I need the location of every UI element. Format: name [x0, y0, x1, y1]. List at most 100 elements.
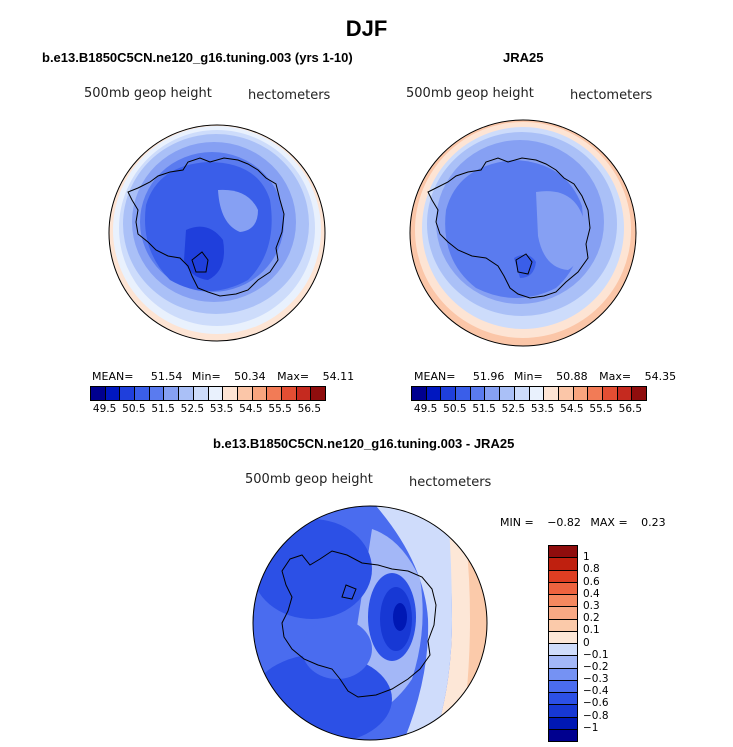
panel1-colorbar-swatch	[207, 387, 223, 400]
panel2-tick: 53.5	[530, 403, 555, 415]
panel2-map-border	[409, 119, 637, 347]
diff-colorbar-swatch	[549, 655, 577, 668]
diff-colorbar	[548, 545, 578, 742]
diff-tick: 0.6	[583, 575, 600, 588]
panel2-mean-value: 51.96	[472, 370, 505, 383]
panel2-colorbar-swatch	[587, 387, 602, 400]
diff-tick: −0.2	[583, 660, 609, 673]
panel1-colorbar-swatch	[295, 387, 311, 400]
panel2-tick: 54.5	[560, 403, 584, 415]
panel2-colorbar-swatch	[469, 387, 485, 400]
diff-max-value: 0.23	[641, 516, 666, 529]
panel2-polar-map	[409, 119, 637, 347]
panel2-colorbar-swatch	[543, 387, 558, 400]
panel2-colorbar-swatch	[440, 387, 456, 400]
panel1-tick: 52.5	[180, 403, 205, 415]
panel1-colorbar-swatch	[310, 387, 325, 400]
panel1-max-label: Max=	[277, 370, 310, 383]
diff-colorbar-swatch	[549, 618, 577, 631]
panel2-colorbar-swatch	[455, 387, 470, 400]
panel2-field-highblob	[536, 191, 585, 270]
panel1-tick: 56.5	[297, 403, 322, 415]
diff-coastline	[281, 550, 437, 698]
panel1-tick: 51.5	[151, 403, 175, 415]
diff-tick: −0.6	[583, 697, 609, 710]
panel1-field-highblob	[218, 189, 258, 232]
diff-field-east-low-core	[393, 603, 407, 631]
diff-colorbar-swatch	[549, 557, 577, 570]
diff-colorbar-swatch	[549, 716, 577, 729]
figure-title: DJF	[345, 16, 388, 41]
diff-colorbar-swatch	[549, 728, 577, 741]
panel1-colorbar-swatch	[266, 387, 281, 400]
diff-tick: 0.4	[583, 587, 600, 600]
panel1-mean-label: MEAN=	[92, 370, 134, 383]
panel1-tick: 55.5	[268, 403, 292, 415]
panel2-colorbar-swatch	[499, 387, 514, 400]
panel1-max-value: 54.11	[322, 370, 355, 383]
diff-colorbar-swatch	[549, 704, 577, 717]
panel2-colorbar-swatch	[557, 387, 573, 400]
panel2-colorbar-swatch	[631, 387, 646, 400]
panel1-tick: 50.5	[122, 403, 146, 415]
diff-tick: 1	[583, 551, 590, 564]
diff-min-value: −0.82	[547, 516, 581, 529]
panel2-colorbar-swatch	[484, 387, 500, 400]
diff-colorbar-swatch	[549, 667, 577, 680]
panel2-coastline	[427, 157, 591, 299]
diff-colorbar-swatch	[549, 594, 577, 607]
panel1-colorbar-swatch	[91, 387, 105, 400]
diff-tick: −0.3	[583, 673, 609, 686]
panel2-colorbar-swatch	[528, 387, 544, 400]
panel1-min-label: Min=	[191, 370, 221, 383]
diff-colorbar-swatch	[549, 630, 577, 643]
panel1-map-border	[108, 124, 326, 342]
panel2-max-label: Max=	[599, 370, 632, 383]
panel1-colorbar-swatch	[192, 387, 208, 400]
diff-variable-label: 500mb geop height	[245, 472, 373, 487]
panel1-mean-value: 51.54	[150, 370, 183, 383]
panel2-colorbar-swatch	[572, 387, 588, 400]
diff-colorbar-swatch	[549, 581, 577, 594]
diff-title: b.e13.B1850C5CN.ne120_g16.tuning.003 - J…	[213, 436, 515, 451]
panel2-tick: 56.5	[618, 403, 643, 415]
diff-field-west-strong	[253, 519, 372, 619]
panel1-title: b.e13.B1850C5CN.ne120_g16.tuning.003 (yr…	[42, 50, 353, 65]
panel2-colorbar-swatch	[616, 387, 632, 400]
diff-field-inland-weak	[302, 619, 372, 679]
panel1-colorbar-swatch	[222, 387, 237, 400]
diff-map-border	[252, 505, 488, 741]
diff-tick: 0.2	[583, 612, 600, 625]
panel2-min-value: 50.88	[556, 370, 588, 383]
panel1-colorbar-swatch	[280, 387, 296, 400]
diff-colorbar-swatch	[549, 546, 577, 558]
panel1-units-label: hectometers	[248, 88, 331, 103]
diff-tick: 0.1	[583, 624, 600, 637]
panel2-stats-row: MEAN= 51.96 Min= 50.88 Max= 54.35	[414, 370, 676, 383]
diff-tick: −1	[583, 721, 599, 734]
diff-colorbar-ticks: 1 0.8 0.6 0.4 0.3 0.2 0.1 0 −0.1 −0.2 −0…	[583, 545, 623, 740]
panel1-tick: 54.5	[239, 403, 263, 415]
panel2-mean-label: MEAN=	[414, 370, 456, 383]
panel2-min-label: Min=	[513, 370, 543, 383]
diff-field-neutral	[370, 506, 452, 740]
panel1-colorbar-swatch	[251, 387, 267, 400]
diff-tick: 0	[583, 636, 590, 649]
panel2-colorbar-swatch	[412, 387, 426, 400]
panel2-tick: 51.5	[472, 403, 496, 415]
panel2-tick: 55.5	[589, 403, 613, 415]
panel1-colorbar-swatch	[163, 387, 179, 400]
panel2-title: JRA25	[503, 50, 544, 65]
diff-colorbar-swatch	[549, 569, 577, 582]
panel1-colorbar-swatch	[178, 387, 193, 400]
diff-tick: −0.8	[583, 709, 609, 722]
panel1-colorbar-ticks: 49.5 50.5 51.5 52.5 53.5 54.5 55.5 56.5	[90, 403, 324, 417]
panel1-colorbar-swatch	[134, 387, 149, 400]
diff-polar-map	[252, 505, 488, 741]
panel1-min-value: 50.34	[234, 370, 266, 383]
diff-tick: −0.1	[583, 648, 609, 661]
diff-stats-row: MIN = −0.82 MAX = 0.23	[500, 516, 666, 529]
panel1-stats-row: MEAN= 51.54 Min= 50.34 Max= 54.11	[92, 370, 354, 383]
diff-tick: −0.4	[583, 685, 609, 698]
panel1-colorbar-swatch	[148, 387, 164, 400]
